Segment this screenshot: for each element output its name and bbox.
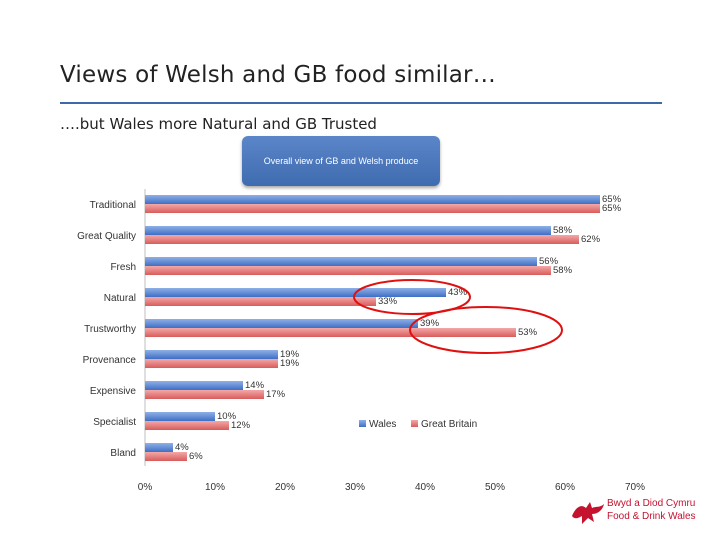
slide-subtitle: ….but Wales more Natural and GB Trusted [60, 115, 377, 133]
bar-wales [145, 319, 418, 328]
data-label: 4% [175, 442, 189, 453]
legend-label: Great Britain [421, 419, 477, 430]
bar-great-britain [145, 359, 278, 368]
bar-wales [145, 443, 173, 452]
data-label: 33% [378, 296, 398, 307]
bar-wales [145, 350, 278, 359]
legend-swatch-wales [359, 420, 366, 427]
bar-wales [145, 288, 446, 297]
bar-great-britain [145, 328, 516, 337]
x-tick-label: 40% [415, 482, 435, 493]
bar-great-britain [145, 204, 600, 213]
data-label: 53% [518, 327, 538, 338]
data-label: 56% [539, 256, 559, 267]
category-label: Bland [110, 448, 136, 459]
bar-great-britain [145, 421, 229, 430]
category-label: Expensive [90, 386, 137, 397]
chart-title: Overall view of GB and Welsh produce [263, 156, 419, 166]
bar-wales [145, 381, 243, 390]
category-label: Traditional [90, 200, 136, 211]
category-label: Fresh [110, 262, 136, 273]
data-label: 62% [581, 234, 601, 245]
data-label: 65% [602, 203, 622, 214]
slide-title: Views of Welsh and GB food similar… [60, 62, 496, 88]
category-label: Great Quality [77, 231, 136, 242]
x-tick-label: 30% [345, 482, 365, 493]
highlight-ellipse-natural [353, 279, 471, 315]
logo-line-english: Food & Drink Wales [607, 511, 696, 522]
data-label: 39% [420, 318, 440, 329]
x-tick-label: 70% [625, 482, 645, 493]
category-label: Natural [104, 293, 136, 304]
legend-label: Wales [369, 419, 396, 430]
data-label: 14% [245, 380, 265, 391]
bar-wales [145, 195, 600, 204]
category-label: Trustworthy [84, 324, 136, 335]
data-label: 6% [189, 451, 203, 462]
logo-line-welsh: Bwyd a Diod Cymru [607, 498, 696, 509]
food-drink-wales-logo: Bwyd a Diod Cymru Food & Drink Wales [570, 496, 705, 526]
bar-wales [145, 412, 215, 421]
bar-great-britain [145, 266, 551, 275]
data-label: 10% [217, 411, 237, 422]
bar-great-britain [145, 390, 264, 399]
data-label: 43% [448, 287, 468, 298]
title-divider [60, 102, 662, 104]
data-label: 19% [280, 349, 300, 360]
x-tick-label: 50% [485, 482, 505, 493]
bar-great-britain [145, 235, 579, 244]
highlight-ellipse-trustworthy [409, 306, 563, 354]
data-label: 58% [553, 225, 573, 236]
welsh-dragon-icon [572, 502, 604, 524]
x-tick-label: 10% [205, 482, 225, 493]
category-label: Specialist [93, 417, 136, 428]
data-label: 19% [280, 358, 300, 369]
data-label: 65% [602, 194, 622, 205]
chart-title-box: Overall view of GB and Welsh produce [242, 136, 440, 186]
bar-great-britain [145, 297, 376, 306]
bar-wales [145, 226, 551, 235]
category-label: Provenance [83, 355, 137, 366]
x-tick-label: 60% [555, 482, 575, 493]
legend-swatch-great-britain [411, 420, 418, 427]
data-label: 12% [231, 420, 251, 431]
x-tick-label: 0% [138, 482, 153, 493]
data-label: 58% [553, 265, 573, 276]
x-tick-label: 20% [275, 482, 295, 493]
data-label: 17% [266, 389, 286, 400]
bar-great-britain [145, 452, 187, 461]
bar-wales [145, 257, 537, 266]
